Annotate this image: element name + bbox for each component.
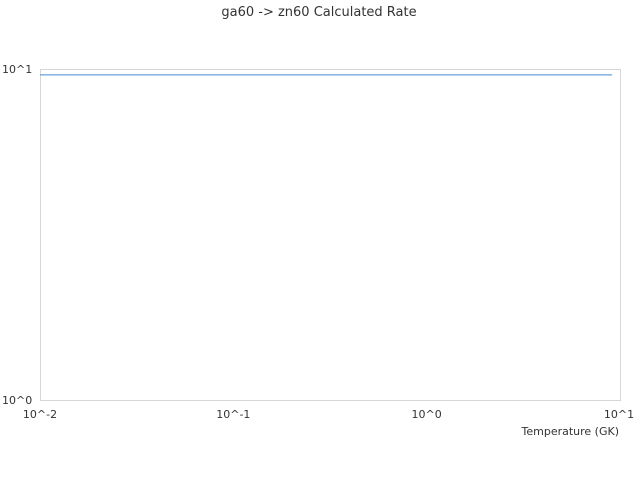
x-tick-label: 10^-2 (23, 408, 57, 421)
plot-area (40, 69, 621, 401)
x-tick-label: 10^1 (604, 408, 634, 421)
x-tick-label: 10^0 (412, 408, 442, 421)
x-axis-label: Temperature (GK) (521, 425, 620, 438)
chart-title: ga60 -> zn60 Calculated Rate (221, 5, 416, 20)
y-tick-label: 10^0 (2, 394, 32, 407)
y-tick-label: 10^1 (2, 63, 32, 76)
x-tick-label: 10^-1 (216, 408, 250, 421)
